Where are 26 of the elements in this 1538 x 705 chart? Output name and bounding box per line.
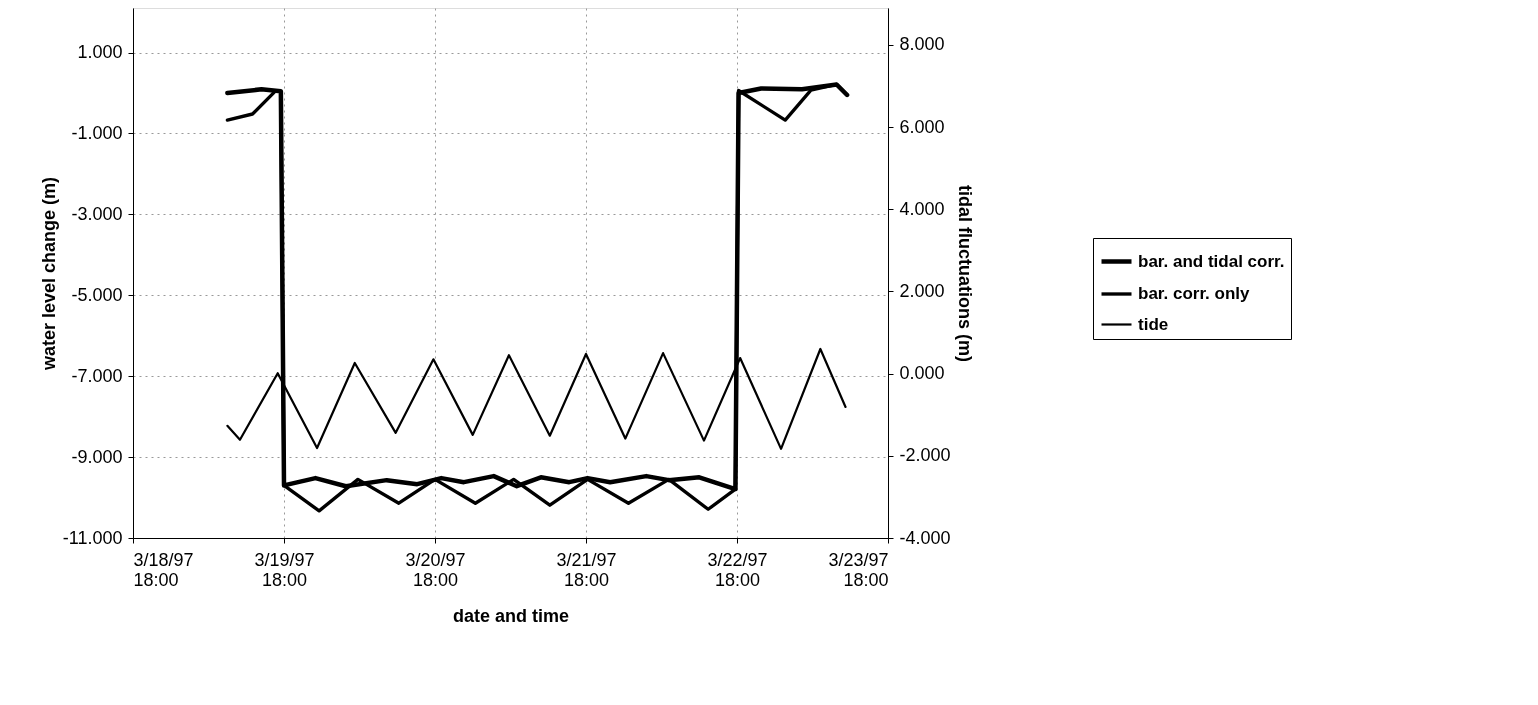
y2-axis-title: tidal fluctuations (m) [954,185,975,362]
y2-tick-label: 6.000 [899,116,945,137]
y2-tick-label: 8.000 [899,34,945,55]
x-tick-label: 3/18/97 18:00 [133,549,194,590]
y-tick-label: -9.000 [71,446,123,467]
y-tick-label: -1.000 [71,122,123,143]
y2-tick-label: 0.000 [899,363,945,384]
y2-tick-label: 2.000 [899,280,945,301]
x-tick-label: 3/20/97 18:00 [405,549,466,590]
legend-label: bar. corr. only [1138,284,1251,303]
y-tick-label: -3.000 [71,203,123,224]
y-tick-label: 1.000 [77,42,123,62]
y-axis-title: water level change (m) [38,176,59,372]
x-tick-label: 3/21/97 18:00 [556,549,617,590]
x-tick-label: 3/19/97 18:00 [254,549,315,590]
x-tick-label: 3/23/97 18:00 [828,549,889,590]
x-tick-label: 3/22/97 18:00 [707,549,768,590]
y-tick-label: -7.000 [71,365,123,386]
y-tick-label: -5.000 [71,284,123,305]
y2-tick-label: 4.000 [899,198,945,219]
legend-label: tide [1138,314,1169,334]
y2-tick-label: -2.000 [899,445,951,466]
x-axis-title: date and time [452,605,570,626]
legend-label: bar. and tidal corr. [1138,251,1285,271]
y-tick-label: -11.000 [62,527,123,548]
y2-tick-label: -4.000 [899,527,951,548]
